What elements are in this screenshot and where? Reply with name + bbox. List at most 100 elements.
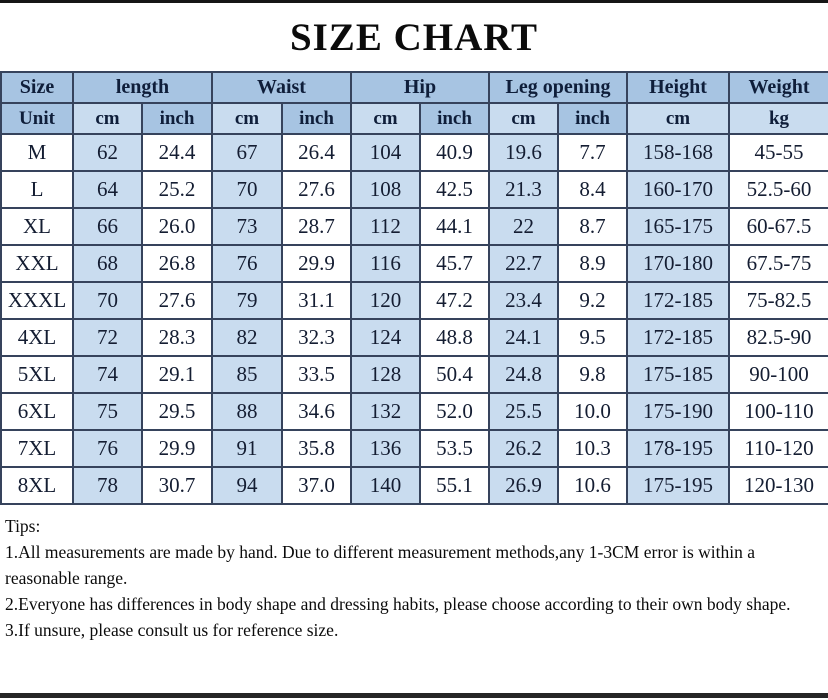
data-cell: 34.6 — [281, 392, 352, 431]
column-header: Size — [0, 71, 74, 104]
data-cell: 76 — [72, 429, 143, 468]
data-cell: 28.3 — [141, 318, 213, 357]
data-cell: 128 — [350, 355, 421, 394]
data-cell: 8.9 — [557, 244, 628, 283]
size-cell: 8XL — [0, 466, 74, 505]
data-cell: 23.4 — [488, 281, 559, 320]
size-cell: 7XL — [0, 429, 74, 468]
data-cell: 140 — [350, 466, 421, 505]
data-cell: 82 — [211, 318, 283, 357]
data-cell: 70 — [211, 170, 283, 209]
data-cell: 70 — [72, 281, 143, 320]
data-cell: 73 — [211, 207, 283, 246]
data-cell: 88 — [211, 392, 283, 431]
data-cell: 47.2 — [419, 281, 490, 320]
data-cell: 48.8 — [419, 318, 490, 357]
data-cell: 60-67.5 — [728, 207, 828, 246]
data-cell: 175-185 — [626, 355, 730, 394]
tips-heading: Tips: — [5, 516, 41, 536]
data-cell: 10.0 — [557, 392, 628, 431]
column-header: Leg opening — [488, 71, 628, 104]
size-chart-table: Size length Waist Hip Leg opening Height Weigh… — [0, 71, 828, 505]
data-cell: 175-190 — [626, 392, 730, 431]
data-cell: 24.8 — [488, 355, 559, 394]
data-cell: 32.3 — [281, 318, 352, 357]
unit-cell: inch — [419, 102, 490, 135]
data-cell: 108 — [350, 170, 421, 209]
data-cell: 76 — [211, 244, 283, 283]
data-cell: 25.2 — [141, 170, 213, 209]
data-cell: 165-175 — [626, 207, 730, 246]
data-cell: 160-170 — [626, 170, 730, 209]
data-cell: 10.3 — [557, 429, 628, 468]
table-row: XXL 68 26.8 76 29.9 116 45.7 22.7 8.9 170-180 67.5… — [0, 244, 828, 283]
data-cell: 27.6 — [141, 281, 213, 320]
data-cell: 29.1 — [141, 355, 213, 394]
data-cell: 68 — [72, 244, 143, 283]
size-cell: XXXL — [0, 281, 74, 320]
data-cell: 172-185 — [626, 318, 730, 357]
data-cell: 26.9 — [488, 466, 559, 505]
data-cell: 29.9 — [141, 429, 213, 468]
data-cell: 40.9 — [419, 133, 490, 172]
data-cell: 21.3 — [488, 170, 559, 209]
data-cell: 66 — [72, 207, 143, 246]
size-cell: 4XL — [0, 318, 74, 357]
data-cell: 30.7 — [141, 466, 213, 505]
data-cell: 79 — [211, 281, 283, 320]
table-body: M 62 24.4 67 26.4 104 40.9 19.6 7.7 158-168 45-55 L… — [0, 133, 828, 505]
tip-item: 1.All measurements are made by hand. Due… — [5, 542, 756, 588]
data-cell: 55.1 — [419, 466, 490, 505]
unit-row: Unit cm inch cm inch cm inch cm inch cm kg — [0, 102, 828, 135]
size-cell: 6XL — [0, 392, 74, 431]
column-header: Hip — [350, 71, 490, 104]
unit-cell: cm — [350, 102, 421, 135]
data-cell: 45.7 — [419, 244, 490, 283]
data-cell: 67 — [211, 133, 283, 172]
data-cell: 120-130 — [728, 466, 828, 505]
size-cell: L — [0, 170, 74, 209]
data-cell: 9.2 — [557, 281, 628, 320]
data-cell: 72 — [72, 318, 143, 357]
data-cell: 75 — [72, 392, 143, 431]
unit-cell: cm — [211, 102, 283, 135]
unit-cell: cm — [626, 102, 730, 135]
header-row: Size length Waist Hip Leg opening Height Weigh… — [0, 71, 828, 104]
bottom-border-line — [0, 693, 828, 698]
data-cell: 29.9 — [281, 244, 352, 283]
data-cell: 112 — [350, 207, 421, 246]
unit-cell: inch — [281, 102, 352, 135]
data-cell: 116 — [350, 244, 421, 283]
table-row: 4XL 72 28.3 82 32.3 124 48.8 24.1 9.5 172-185 82.5… — [0, 318, 828, 357]
table-head: Size length Waist Hip Leg opening Height Weigh… — [0, 71, 828, 135]
data-cell: 62 — [72, 133, 143, 172]
table-row: 7XL 76 29.9 91 35.8 136 53.5 26.2 10.3 178-195 110… — [0, 429, 828, 468]
data-cell: 124 — [350, 318, 421, 357]
data-cell: 22 — [488, 207, 559, 246]
column-header: Height — [626, 71, 730, 104]
data-cell: 120 — [350, 281, 421, 320]
table-row: M 62 24.4 67 26.4 104 40.9 19.6 7.7 158-168 45-55 — [0, 133, 828, 172]
data-cell: 44.1 — [419, 207, 490, 246]
data-cell: 26.8 — [141, 244, 213, 283]
data-cell: 172-185 — [626, 281, 730, 320]
data-cell: 50.4 — [419, 355, 490, 394]
data-cell: 31.1 — [281, 281, 352, 320]
size-cell: 5XL — [0, 355, 74, 394]
data-cell: 74 — [72, 355, 143, 394]
data-cell: 26.4 — [281, 133, 352, 172]
table-row: 8XL 78 30.7 94 37.0 140 55.1 26.9 10.6 175-195 120… — [0, 466, 828, 505]
data-cell: 33.5 — [281, 355, 352, 394]
data-cell: 28.7 — [281, 207, 352, 246]
data-cell: 22.7 — [488, 244, 559, 283]
data-cell: 19.6 — [488, 133, 559, 172]
data-cell: 7.7 — [557, 133, 628, 172]
data-cell: 158-168 — [626, 133, 730, 172]
data-cell: 67.5-75 — [728, 244, 828, 283]
data-cell: 26.0 — [141, 207, 213, 246]
tip-item: 2.Everyone has differences in body shape… — [5, 594, 791, 614]
data-cell: 94 — [211, 466, 283, 505]
data-cell: 175-195 — [626, 466, 730, 505]
data-cell: 8.7 — [557, 207, 628, 246]
